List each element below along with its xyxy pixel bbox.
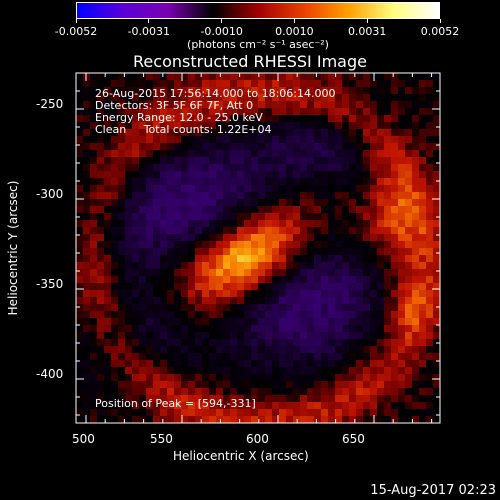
colorbar-tick: [366, 19, 368, 23]
y-tick-label: -300: [36, 187, 64, 201]
info-time-range: 26-Aug-2015 17:56:14.000 to 18:06:14.000: [95, 87, 336, 100]
colorbar-units: (photons cm⁻² s⁻¹ asec⁻²): [187, 38, 329, 51]
info-detectors: Detectors: 3F 5F 6F 7F, Att 0: [95, 99, 254, 112]
plot-title: Reconstructed RHESSI Image: [133, 52, 367, 71]
colorbar: [76, 2, 440, 19]
colorbar-tick-label: 0.0031: [347, 25, 387, 38]
x-axis-label: Heliocentric X (arcsec): [173, 449, 309, 463]
colorbar-tick-label: 0.0052: [420, 25, 460, 38]
peak-position-label: Position of Peak = [594,-331]: [95, 397, 256, 410]
y-tick-label: -250: [36, 97, 64, 111]
colorbar-tick-label: -0.0010: [200, 25, 243, 38]
info-energy-range: Energy Range: 12.0 - 25.0 keV: [95, 111, 263, 124]
x-tick-label: 600: [246, 432, 269, 446]
heatmap-image: [76, 73, 440, 423]
y-tick-label: -350: [36, 277, 64, 291]
info-clean-counts: Clean Total counts: 1.22E+04: [95, 123, 272, 136]
footer-timestamp: 15-Aug-2017 02:23: [370, 483, 496, 498]
x-tick-label: 550: [150, 432, 173, 446]
y-tick-label: -400: [36, 367, 64, 381]
x-tick-label: 650: [342, 432, 365, 446]
colorbar-tick: [221, 19, 223, 23]
colorbar-tick: [293, 19, 295, 23]
colorbar-tick-label: 0.0010: [275, 25, 314, 38]
y-axis-label: Heliocentric Y (arcsec): [6, 180, 20, 316]
colorbar-tick-label: -0.0031: [127, 25, 171, 38]
colorbar-tick: [148, 19, 150, 23]
colorbar-tick: [75, 19, 77, 23]
x-tick-label: 500: [72, 432, 95, 446]
colorbar-tick: [439, 19, 441, 23]
colorbar-tick-label: -0.0052: [54, 25, 98, 38]
